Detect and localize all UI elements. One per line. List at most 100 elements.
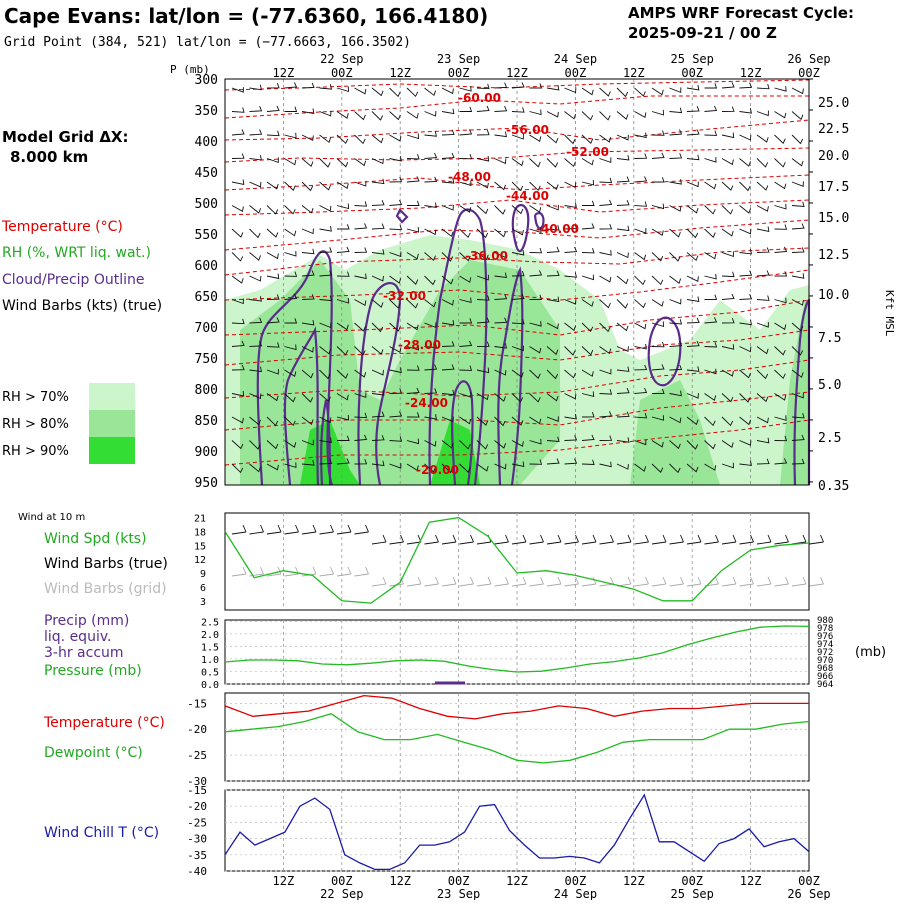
wind-barb-true xyxy=(809,534,824,545)
wind-barb xyxy=(424,414,437,420)
height-axis-label: Kft MSL xyxy=(883,290,896,337)
wind-barb xyxy=(634,111,647,118)
temperature-contour-label: -44.00 xyxy=(506,189,549,203)
precip-ytick-label: 0.0 xyxy=(201,680,219,691)
wind-barb xyxy=(634,275,646,286)
wind-barb xyxy=(529,205,542,213)
wind-barb xyxy=(231,364,245,371)
wind-barb-grid xyxy=(809,576,824,587)
wind-barb xyxy=(791,322,804,332)
wind-barb-grid xyxy=(266,566,282,577)
wind-barb xyxy=(686,440,699,450)
wind-barb xyxy=(406,176,420,183)
wind-barb xyxy=(389,87,401,98)
wind-barb xyxy=(704,317,718,324)
wind-barb xyxy=(529,416,542,425)
wind-barb xyxy=(721,317,735,324)
wind-barb xyxy=(494,416,506,427)
wind-barb xyxy=(459,106,473,112)
wind-barb xyxy=(476,463,489,472)
wind-barb xyxy=(284,462,297,469)
wind-chill-label: Wind Chill T (°C) xyxy=(44,825,159,841)
wind-barb xyxy=(546,204,559,211)
top-hour-label: 12Z xyxy=(389,66,411,80)
wind-barb xyxy=(336,297,349,304)
wind-barb xyxy=(704,181,717,190)
wind-barb-true xyxy=(284,524,299,535)
wind-barb xyxy=(616,322,629,332)
height-tick-label: 5.0 xyxy=(818,378,841,393)
wind-barb xyxy=(249,416,261,426)
wind-barb xyxy=(441,178,455,184)
wind-barb xyxy=(616,176,630,183)
height-tick-label: 20.0 xyxy=(818,149,849,164)
height-tick-label: 0.35 xyxy=(818,479,849,494)
wind-barb-grid xyxy=(546,576,562,587)
top-date-label: 25 Sep xyxy=(671,52,714,66)
wind-barb xyxy=(739,228,752,235)
wind-barb xyxy=(406,133,419,140)
wind-barb xyxy=(494,82,508,89)
top-date-label: 24 Sep xyxy=(554,52,597,66)
wind-barb xyxy=(406,322,419,331)
wind-barb-grid xyxy=(756,576,772,587)
wind-barb-true xyxy=(546,534,562,545)
temperature-contour xyxy=(224,391,810,431)
wind-barb xyxy=(581,111,594,121)
wind-barb xyxy=(634,153,648,159)
wind-barb xyxy=(459,440,471,450)
temperature-contour-label: -32.00 xyxy=(383,289,426,303)
wind-barb xyxy=(284,106,298,112)
wind-barb xyxy=(616,200,630,206)
cycle-date: 2025-09-21 / 00 Z xyxy=(628,24,777,42)
wind-barb xyxy=(231,205,244,212)
wind-barb-true xyxy=(231,524,247,535)
wind-barb xyxy=(459,416,472,425)
wind-chill-panel: Wind Chill T (°C) -15 -20 -25 -30 -35 -40 xyxy=(44,784,810,878)
bottom-date-label: 22 Sep xyxy=(320,887,363,900)
wind-ytick-label: 3 xyxy=(200,597,206,608)
bottom-date-label: 23 Sep xyxy=(437,887,480,900)
wind-barb xyxy=(651,299,664,307)
wind-barb xyxy=(774,181,787,190)
wind-barb xyxy=(739,181,751,192)
bottom-date-label: 25 Sep xyxy=(671,887,714,900)
xs-grid xyxy=(282,79,751,485)
wind-barb xyxy=(284,250,297,257)
wind-barb xyxy=(301,134,314,141)
wind-barb-grid xyxy=(424,576,439,587)
wind-barb-grid xyxy=(249,566,264,577)
wind-barb xyxy=(301,294,315,300)
wind-barb xyxy=(669,252,681,262)
wind-barb xyxy=(634,299,646,309)
wind-barb xyxy=(634,252,647,261)
wind-barb xyxy=(546,436,560,443)
wind-barb xyxy=(634,228,647,234)
wind-barb xyxy=(249,275,262,282)
chill-ytick-label: -35 xyxy=(187,849,207,862)
wind-barb xyxy=(319,416,332,424)
height-tick-label: 17.5 xyxy=(818,180,849,195)
rh-area xyxy=(630,380,720,485)
wind-barb xyxy=(774,86,787,92)
wind-barb xyxy=(774,322,787,331)
wind-barb xyxy=(494,158,507,165)
wind-barb xyxy=(284,440,297,448)
wind-barb xyxy=(231,463,244,474)
pressure-tick-label: 450 xyxy=(195,166,218,181)
wind-barb xyxy=(406,87,419,98)
wind-barb xyxy=(704,130,718,136)
wind-barb xyxy=(476,105,490,112)
wind-barb xyxy=(459,180,472,187)
wind-barb xyxy=(704,83,718,89)
wind-barb xyxy=(389,388,403,394)
wind-barb-grid xyxy=(686,576,702,587)
wind-barb xyxy=(336,369,349,379)
precip-ytick-label: 0.5 xyxy=(201,667,219,678)
pressure-tick-label: 800 xyxy=(195,383,218,398)
wind-barb xyxy=(704,416,716,427)
wind-barb xyxy=(564,435,578,441)
wind-barb xyxy=(301,158,314,168)
cloud-contour xyxy=(451,380,474,486)
